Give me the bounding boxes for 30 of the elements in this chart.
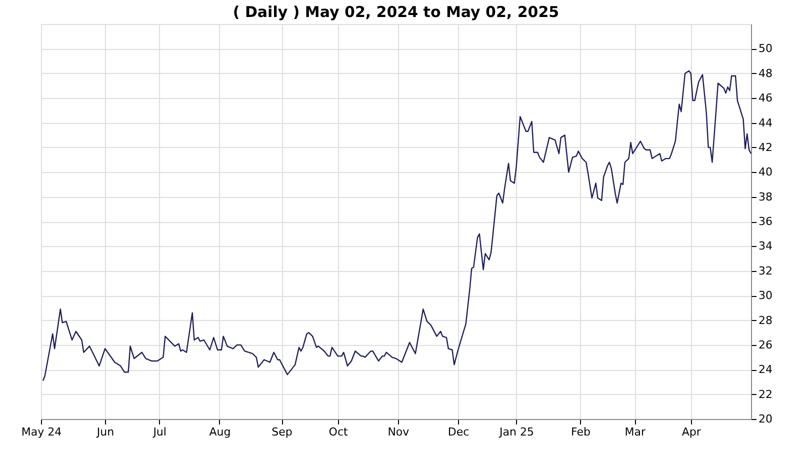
line-series <box>42 70 752 382</box>
x-tick-label: Aug <box>209 426 231 438</box>
y-tick-label: 46 <box>758 92 772 105</box>
x-tick-label: Oct <box>328 426 348 438</box>
x-tick-label: Sep <box>272 426 292 438</box>
y-tick-label: 42 <box>758 140 772 154</box>
y-tick-label: 34 <box>758 240 772 253</box>
y-tick-label: 36 <box>758 215 772 228</box>
y-tick-label: 40 <box>758 166 772 179</box>
y-tick-label: 48 <box>758 66 772 80</box>
y-tick-label: 32 <box>758 264 772 278</box>
x-tick-label: May 24 <box>21 426 62 438</box>
y-tick-label: 30 <box>758 289 772 302</box>
x-tick-label: Jun <box>96 426 114 438</box>
y-tick-label: 38 <box>758 190 772 204</box>
y-tick-label: 22 <box>758 388 772 401</box>
x-tick-label: Dec <box>448 426 470 438</box>
y-tick-label: 50 <box>758 42 772 56</box>
y-tick-label: 44 <box>758 116 772 130</box>
y-tick-label: 20 <box>758 412 772 426</box>
y-tick-label: 26 <box>758 338 772 352</box>
x-tick-label: Nov <box>388 426 410 438</box>
x-tick-label: Jul <box>152 426 166 438</box>
y-tick-label: 24 <box>758 363 772 376</box>
x-tick-label: Jan 25 <box>498 426 534 438</box>
x-tick-label: Apr <box>682 426 702 438</box>
y-tick-label: 28 <box>758 314 772 327</box>
x-tick-label: Feb <box>571 426 591 438</box>
x-tick-label: Mar <box>624 426 646 438</box>
chart-title: ( Daily ) May 02, 2024 to May 02, 2025 <box>232 3 560 21</box>
